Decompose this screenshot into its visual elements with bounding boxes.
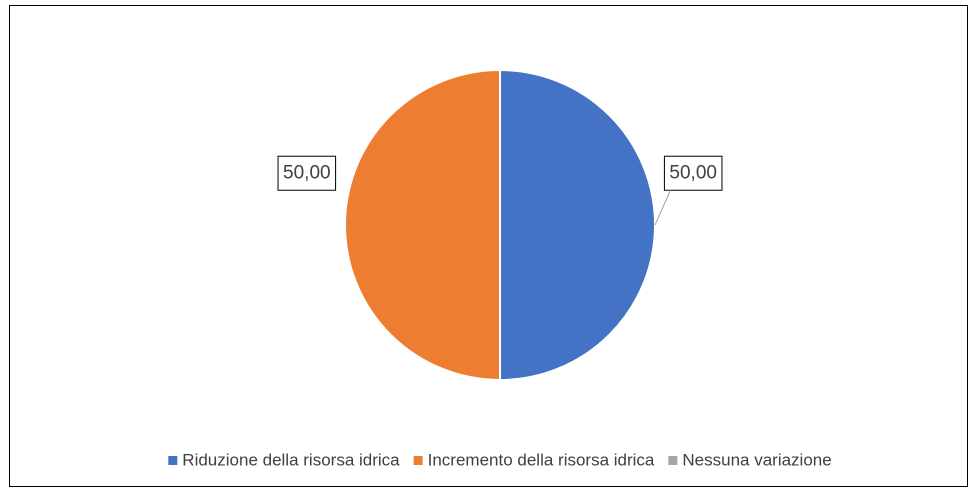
data-label: 50,00: [283, 162, 331, 183]
legend-label: Riduzione della risorsa idrica: [182, 450, 400, 469]
legend-label: Nessuna variazione: [682, 450, 831, 469]
legend-marker: [168, 456, 178, 465]
legend-marker: [668, 456, 678, 465]
leader-line: [654, 190, 671, 226]
pie-slice: [499, 68, 656, 382]
legend-marker: [413, 456, 423, 465]
pie-slice: [344, 68, 501, 382]
data-label: 50,00: [669, 162, 717, 183]
legend-label: Incremento della risorsa idrica: [428, 450, 655, 469]
data-label-box: [277, 155, 337, 191]
data-label-box: [663, 155, 723, 191]
